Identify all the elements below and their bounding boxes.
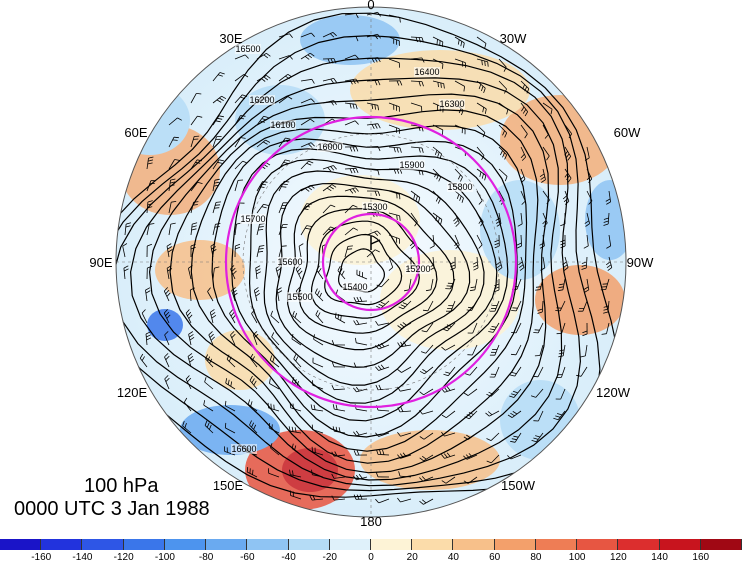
wind-barb-feather [215, 205, 220, 206]
colorbar-tick-label: 80 [530, 552, 541, 563]
longitude-label: 60W [614, 125, 641, 140]
colorbar-swatch [330, 539, 371, 550]
wind-barb-feather [511, 354, 516, 355]
wind-barb-feather [214, 208, 219, 209]
valid-time-title: 0000 UTC 3 Jan 1988 [14, 498, 210, 521]
wind-barb-feather [225, 423, 226, 428]
contour-label: 15200 [405, 264, 430, 274]
longitude-label: 90W [627, 255, 654, 270]
colorbar-tick-label: 140 [651, 552, 668, 563]
colorbar-swatch [577, 539, 618, 550]
contour-label: 16300 [439, 99, 464, 109]
wind-barb-feather [173, 140, 178, 141]
colorbar-tick-label: -140 [72, 552, 92, 563]
longitude-label: 0 [367, 0, 374, 12]
colorbar-tick-label: -60 [240, 552, 254, 563]
colorbar-swatch [0, 539, 41, 550]
colorbar-tick-label: -160 [31, 552, 51, 563]
colorbar-swatch [660, 539, 701, 550]
wind-barb-feather [253, 470, 254, 475]
longitude-label: 30W [500, 31, 527, 46]
wind-barb-feather [247, 467, 248, 472]
wind-barb-feather [216, 202, 221, 203]
colorbar-swatch [82, 539, 123, 550]
longitude-label: 60E [124, 125, 147, 140]
colorbar-swatch [289, 539, 330, 550]
contour-label: 16000 [317, 142, 342, 152]
colorbar-tick-label: 40 [448, 552, 459, 563]
colorbar-tick-label: 100 [569, 552, 586, 563]
wind-barb-feather [174, 137, 179, 138]
colorbar-tick-label: 160 [692, 552, 709, 563]
colorbar-swatch [495, 539, 536, 550]
contour-label: 15500 [287, 292, 312, 302]
colorbar-swatch [206, 539, 247, 550]
colorbar-tick-label: -120 [114, 552, 134, 563]
colorbar-tick-label: -100 [155, 552, 175, 563]
colorbar-tick-label: 120 [610, 552, 627, 563]
colorbar-tick-label: -40 [281, 552, 295, 563]
colorbar-tick-label: 0 [368, 552, 374, 563]
colorbar-swatch [701, 539, 742, 550]
longitude-label: 30E [219, 31, 242, 46]
wind-barb-feather [347, 249, 352, 250]
contour-label: 16100 [270, 120, 295, 130]
colorbar-swatch [412, 539, 453, 550]
wind-barb-feather [511, 332, 516, 333]
wind-barb-feather [348, 246, 353, 247]
pressure-level-title: 100 hPa [84, 475, 159, 498]
colorbar-swatch [536, 539, 577, 550]
contour-label: 15800 [447, 182, 472, 192]
wind-barb-feather [488, 62, 489, 67]
colorbar-tick-label: 60 [489, 552, 500, 563]
colorbar-swatch [165, 539, 206, 550]
colorbar-swatch [371, 539, 412, 550]
contour-label: 16200 [249, 95, 274, 105]
colorbar-swatch [453, 539, 494, 550]
colorbar-tick-label: -20 [323, 552, 337, 563]
colorbar-tick-label: -80 [199, 552, 213, 563]
contour-label: 16600 [231, 444, 256, 454]
contour-label: 15700 [240, 214, 265, 224]
contour-label: 15300 [362, 202, 387, 212]
colorbar-swatch [41, 539, 82, 550]
wind-barb-feather [437, 39, 438, 44]
longitude-label: 150W [501, 478, 536, 493]
colorbar-swatches [0, 539, 742, 550]
contour-label: 15600 [277, 257, 302, 267]
longitude-label: 150E [213, 478, 244, 493]
contour-label: 16400 [414, 67, 439, 77]
longitude-label: 90E [89, 255, 112, 270]
contour-label: 15400 [342, 282, 367, 292]
wind-barb-feather [533, 376, 538, 377]
colorbar-swatch [124, 539, 165, 550]
colorbar-swatch [247, 539, 288, 550]
longitude-label: 180 [360, 514, 382, 529]
longitude-label: 120E [117, 385, 148, 400]
polar-map: 1650016400163001620016100160001590015800… [0, 0, 742, 540]
wind-barb [367, 81, 378, 82]
contour-label: 15900 [399, 160, 424, 170]
colorbar: -160 -140 -120 -100 -80 -60 -40 -20 0 20 40 60 80 100… [0, 539, 742, 561]
colorbar-tick-label: 20 [407, 552, 418, 563]
longitude-label: 120W [596, 385, 631, 400]
wind-barb [345, 37, 356, 38]
colorbar-swatch [618, 539, 659, 550]
wind-barb-feather [269, 423, 270, 428]
wind-barb-feather [282, 246, 287, 247]
